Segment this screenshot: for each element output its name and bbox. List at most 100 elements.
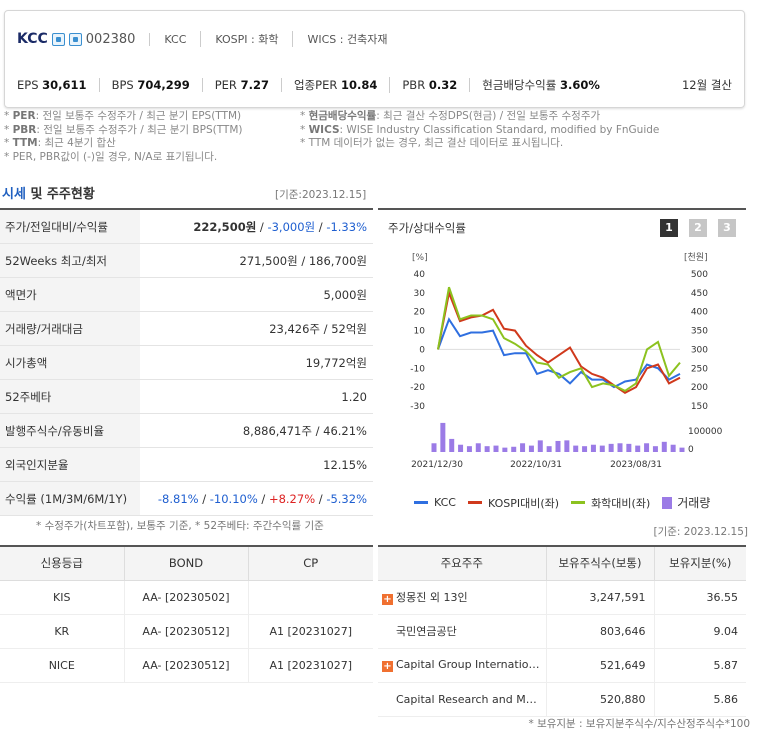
holders-header: 보유주식수(보통) (546, 546, 655, 581)
y-right-tick: 350 (691, 327, 708, 337)
volume-bar (475, 443, 481, 452)
note-ttm-missing: * TTM 데이터가 없는 경우, 최근 결산 데이터로 표시됩니다. (300, 137, 564, 149)
settlement-month: 12월 결산 (681, 78, 732, 92)
y-right-tick: 250 (691, 364, 708, 374)
y-left-tick: 10 (414, 327, 426, 337)
volume-bar (431, 443, 437, 452)
volume-bar (599, 445, 605, 452)
y-right-tick: 400 (691, 308, 708, 318)
tag-wics: WICS : 건축자재 (292, 31, 387, 47)
home-icon[interactable] (51, 32, 65, 46)
y-right-tick: 200 (691, 383, 708, 393)
note-wics: * WICS: WISE Industry Classification Sta… (300, 123, 660, 136)
chart-page-3[interactable]: 3 (718, 219, 736, 237)
volume-bar (590, 444, 596, 452)
major-shareholders-table: 주요주주 보유주식수(보통) 보유지분(%) + 정몽진 외 13인 3,247,… (378, 545, 746, 717)
company-name: KCC (17, 31, 48, 47)
legend-kospi-swatch (467, 501, 482, 504)
row-value: 271,500원 / 186,700원 (239, 253, 367, 268)
table-row: + 정몽진 외 13인 3,247,591 36.55 (378, 580, 746, 615)
table-row: 시가총액 19,772억원 (0, 346, 373, 380)
table-row: 주가/전일대비/수익률 222,500원 / -3,000원 / -1.33% (0, 210, 373, 244)
legend-chem: 화학대비(좌) (571, 495, 650, 511)
volume-bar (458, 444, 464, 452)
returns-value: -8.81% / -10.10% / +8.27% / -5.32% (157, 491, 367, 506)
note-dividend: * 현금배당수익률: 최근 결산 수정DPS(현금) / 전일 보통주 수정주가 (300, 110, 601, 122)
volume-bar (440, 422, 446, 452)
table-row: 국민연금공단 803,646 9.04 (378, 614, 746, 649)
series-line-2 (437, 286, 681, 393)
price-table-note: * 수정주가(차트포함), 보통주 기준, * 52주베타: 주간수익률 기준 (36, 520, 324, 532)
row-value: 12.15% (323, 457, 367, 472)
note-ttm: * TTM: 최근 4분기 합산 (4, 137, 116, 149)
y-right-tick: 150 (691, 402, 708, 412)
metric-bps: BPS 704,299 (112, 78, 203, 92)
x-tick-label: 2021/12/30 (411, 460, 463, 470)
volume-bar (502, 447, 508, 452)
y-right-tick: 300 (691, 345, 708, 355)
volume-bar (449, 438, 455, 452)
credit-cp: A1 [20231027] (248, 614, 373, 649)
table-row: 52Weeks 최고/최저 271,500원 / 186,700원 (0, 244, 373, 278)
expand-plus-icon[interactable]: + (382, 661, 393, 672)
row-value: 1.20 (341, 389, 367, 404)
notes-right: * 현금배당수익률: 최근 결산 수정DPS(현금) / 전일 보통주 수정주가… (300, 110, 659, 151)
legend-volume: 거래량 (662, 494, 710, 511)
row-label: 외국인지분율 (0, 448, 140, 481)
y-left-tick: 0 (419, 345, 425, 355)
credit-header: CP (248, 546, 373, 581)
volume-bar (582, 446, 588, 452)
holders-footnote: * 보유지분 : 보유지분주식수/지수산정주식수*100 (528, 718, 750, 730)
y-left-tick: 30 (414, 289, 426, 299)
holder-name: Capital Research and M… (378, 682, 547, 717)
chart-panel: 주가/상대수익률 1 2 3 [%] [천원] 40 30 20 10 0 -10 -20 -30… (378, 208, 746, 516)
x-tick-label: 2022/10/31 (510, 460, 562, 470)
holders-header: 주요주주 (378, 546, 547, 581)
expand-plus-icon[interactable]: + (382, 594, 393, 605)
holder-name[interactable]: + Capital Group Internation… (378, 648, 547, 683)
table-row: 거래량/거래대금 23,426주 / 52억원 (0, 312, 373, 346)
volume-bar (511, 446, 517, 452)
legend-kcc-swatch (414, 501, 428, 504)
table-row: 외국인지분율 12.15% (0, 448, 373, 482)
volume-bar (608, 443, 614, 452)
table-row: Capital Research and M… 520,880 5.86 (378, 682, 746, 717)
holders-header: 보유지분(%) (654, 546, 746, 581)
y-right-tick: 450 (691, 289, 708, 299)
table-row: NICE AA- [20230512] A1 [20231027] (0, 648, 373, 683)
tag-market: KOSPI : 화학 (200, 31, 278, 47)
row-value: 23,426주 / 52억원 (269, 321, 367, 336)
credit-cp (248, 580, 373, 615)
report-icon[interactable] (68, 32, 82, 46)
credit-agency: NICE (0, 648, 125, 683)
company-title-row: KCC 002380 KCC KOSPI : 화학 WICS : 건축자재 (17, 29, 387, 49)
row-label: 거래량/거래대금 (0, 312, 140, 345)
chart-page-1[interactable]: 1 (660, 219, 678, 237)
tag-company: KCC (149, 32, 186, 46)
row-label: 액면가 (0, 278, 140, 311)
x-tick-label: 2023/08/31 (610, 460, 662, 470)
credit-agency: KR (0, 614, 125, 649)
table-row: + Capital Group Internation… 521,649 5.87 (378, 648, 746, 683)
legend-volume-swatch (662, 496, 673, 509)
credit-agency: KIS (0, 580, 125, 615)
holder-name[interactable]: + 정몽진 외 13인 (378, 580, 547, 615)
volume-bar (546, 446, 552, 452)
note-pbr: * PBR: 전일 보통주 수정주가 / 최근 분기 BPS(TTM) (4, 123, 243, 136)
y-right-tick: 500 (691, 270, 708, 280)
metric-eps: EPS 30,611 (17, 78, 100, 92)
chart-page-2[interactable]: 2 (689, 219, 707, 237)
volume-bar (670, 444, 676, 452)
y-left-unit: [%] (412, 253, 428, 263)
table-row: 수익률 (1M/3M/6M/1Y) -8.81% / -10.10% / +8.… (0, 482, 373, 516)
section-title: 시세 및 주주현황 (2, 187, 95, 202)
volume-bar (635, 445, 641, 452)
volume-bar (573, 445, 579, 452)
y-left-tick: 20 (414, 308, 426, 318)
y-left-tick: 40 (414, 270, 426, 280)
holder-name: 국민연금공단 (378, 614, 547, 649)
table-row: KR AA- [20230512] A1 [20231027] (0, 614, 373, 649)
volume-bar (555, 440, 561, 452)
metric-pbr: PBR 0.32 (402, 78, 471, 92)
note-per: * PER: 전일 보통주 수정주가 / 최근 분기 EPS(TTM) (4, 110, 242, 122)
